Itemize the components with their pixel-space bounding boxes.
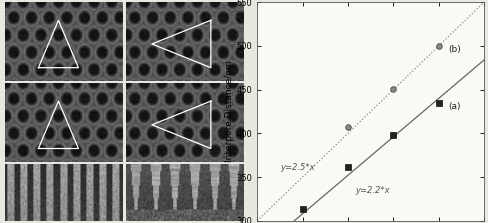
Y-axis label: Interpore Distance/nm: Interpore Distance/nm: [224, 61, 233, 162]
Text: (b): (b): [447, 45, 460, 54]
Text: y=2.2*x: y=2.2*x: [354, 186, 388, 195]
Text: y=2.5*x: y=2.5*x: [279, 163, 314, 172]
Text: (a): (a): [447, 102, 459, 111]
